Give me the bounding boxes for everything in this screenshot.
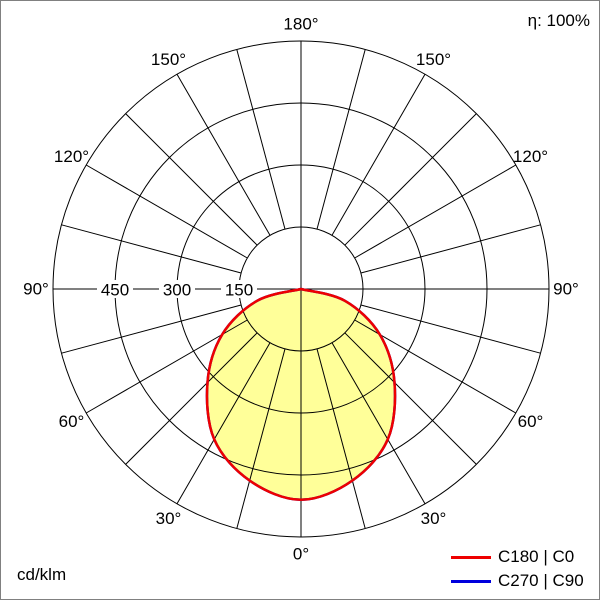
angle-label: 180° xyxy=(283,15,318,34)
curve-c180-c0 xyxy=(205,287,397,502)
legend-line xyxy=(451,579,491,583)
angle-label: 30° xyxy=(421,509,447,528)
grid-spoke xyxy=(344,332,477,465)
grid-spoke xyxy=(236,348,286,529)
grid-spoke xyxy=(331,342,426,505)
grid-spoke xyxy=(331,73,426,236)
grid-spoke xyxy=(61,304,242,354)
grid-spoke xyxy=(125,113,258,246)
grid-spoke xyxy=(176,342,271,505)
grid-spoke xyxy=(316,348,366,529)
grid-spoke xyxy=(344,113,477,246)
angle-label: 60° xyxy=(59,412,85,431)
angle-label: 30° xyxy=(156,509,182,528)
radial-tick-bg xyxy=(221,280,257,298)
legend-line xyxy=(451,555,491,559)
angle-label: 150° xyxy=(416,50,451,69)
radial-tick-label: 150 xyxy=(225,281,253,300)
radial-tick-label: 300 xyxy=(163,281,191,300)
efficiency-label: η: 100% xyxy=(527,11,590,30)
grid-spoke xyxy=(176,73,271,236)
angle-label: 120° xyxy=(54,147,89,166)
grid-spoke xyxy=(360,224,541,274)
grid-spoke xyxy=(236,49,286,230)
radial-tick-bg xyxy=(97,280,133,298)
legend-item: C180 | C0 xyxy=(451,545,584,569)
radial-tick-bg xyxy=(159,280,195,298)
angle-label: 150° xyxy=(151,50,186,69)
grid-spoke xyxy=(61,224,242,274)
legend-label: C270 | C90 xyxy=(498,571,584,590)
legend: C180 | C0 C270 | C90 xyxy=(451,545,584,593)
radial-tick-label: 450 xyxy=(101,281,129,300)
grid-spoke xyxy=(360,304,541,354)
angle-label: 60° xyxy=(518,412,544,431)
angle-label: 90° xyxy=(553,280,579,299)
angle-label: 0° xyxy=(293,545,309,564)
grid-spoke xyxy=(85,164,248,259)
angle-label: 90° xyxy=(23,280,49,299)
legend-label: C180 | C0 xyxy=(498,547,575,566)
grid-spoke xyxy=(125,332,258,465)
angle-label: 120° xyxy=(513,147,548,166)
legend-item: C270 | C90 xyxy=(451,569,584,593)
grid-spoke xyxy=(354,164,517,259)
grid-spoke xyxy=(316,49,366,230)
unit-label: cd/klm xyxy=(17,565,67,584)
